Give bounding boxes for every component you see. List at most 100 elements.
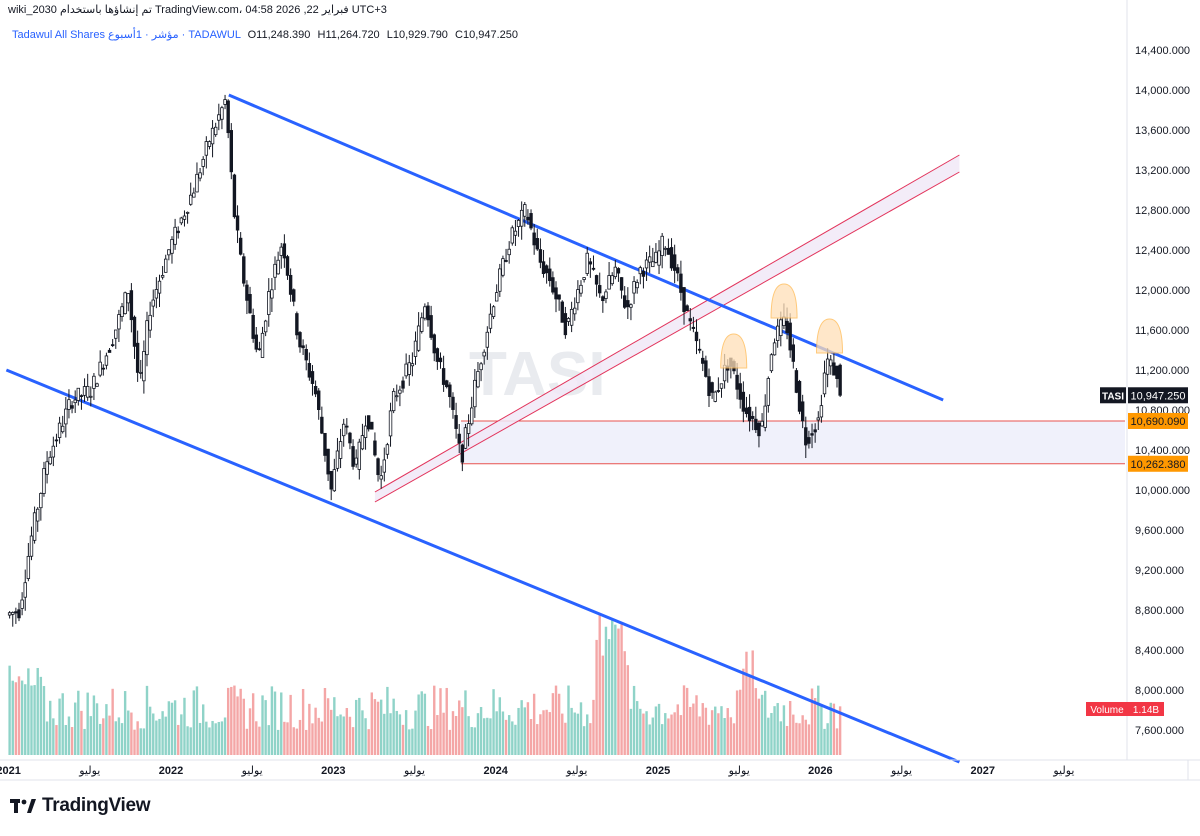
volume-bar [817,685,820,755]
volume-value-tag [1128,702,1164,716]
candle-body [588,261,593,265]
volume-label-text: Volume [1090,705,1124,716]
candle-body [366,415,371,430]
volume-bar [489,718,492,755]
volume-bar [570,707,573,755]
candle-body [251,314,255,339]
volume-bar [408,729,411,755]
volume-bar [317,717,320,755]
candle-body [576,289,580,304]
volume-bar [276,729,280,755]
candle-body [401,380,405,389]
volume-bar [330,709,333,755]
volume-bar [411,728,414,755]
candle-body [301,345,305,349]
candle-body [226,100,230,134]
candle-body [619,277,624,291]
candle-body [738,383,742,400]
volume-bar [670,714,673,755]
volume-bar [148,706,152,755]
candle-body [160,275,165,278]
volume-bar [442,712,445,755]
volume-bar [120,723,124,755]
volume-bar [173,700,177,755]
candle-body [751,415,755,419]
candle-body [591,267,596,270]
candle-body [772,342,777,356]
candle-body [64,408,68,425]
footer-brand: TradingView [10,795,151,816]
y-tick-label: 8,000.000 [1135,685,1184,697]
y-tick-label: 9,200.000 [1135,565,1184,577]
candle-body [270,289,274,299]
candle-body [245,284,249,301]
trendline-lower-descending [5,368,960,764]
volume-bar [523,707,526,755]
volume-bar [461,707,464,755]
candle-body [360,435,365,450]
volume-bar [642,713,645,755]
volume-bar [829,702,832,755]
volume-bar [589,723,592,755]
candle-body [11,612,15,615]
volume-bar [42,686,46,755]
y-tick-label: 12,000.000 [1135,285,1190,297]
candle-body [676,267,680,274]
volume-bar [801,715,804,755]
zone-top-tag [1128,412,1188,429]
candle-body [263,320,268,333]
volume-bar [529,719,533,755]
volume-bar [436,715,439,755]
info-line: wiki_2030 تم إنشاؤها باستخدام TradingVie… [8,4,387,16]
candle-body [654,251,658,263]
candle-body [182,215,187,220]
x-tick-label: 2024 [483,765,508,777]
volume-bar [248,708,252,755]
volume-bar [55,725,58,755]
candle-body [797,381,802,412]
y-tick-label: 13,200.000 [1135,165,1190,177]
candle-body [551,277,555,293]
candle-body [573,307,577,315]
volume-bar [167,701,171,755]
volume-bar [742,668,745,755]
candle-body [548,268,552,282]
candle-body [242,256,246,284]
candle-body [398,389,402,394]
volume-bar [361,710,364,755]
candle-body [51,445,56,458]
volume-bar [177,724,180,755]
volume-bar [367,729,370,755]
candle-body [510,227,514,244]
volume-bar [813,698,817,755]
volume-bar [788,700,792,755]
candle-body [832,362,836,376]
volume-bar [208,727,211,755]
volume-bar [773,706,776,755]
candle-body [775,325,780,341]
candle-body [598,285,602,294]
volume-bar [89,716,93,755]
volume-bar [245,728,249,755]
candle-body [295,313,299,336]
candle-body [36,508,40,522]
zone-bottom-tag [1128,455,1188,472]
volume-bar [495,711,498,755]
rising-channel-lower [374,171,960,503]
candle-body [285,256,290,276]
volume-bar [451,711,455,755]
ohlc-low-value: 10,929.790 [392,29,448,41]
y-tick-label: 13,600.000 [1135,125,1190,137]
volume-bar [286,722,289,755]
volume-bar [820,705,823,755]
volume-bar [52,718,55,755]
volume-bar [785,725,789,755]
candle-body [766,378,771,406]
candle-body [323,432,327,456]
volume-bar [679,715,683,755]
candle-body [504,260,508,262]
volume-bar [676,704,679,755]
candle-body [535,238,539,250]
symbol-title[interactable]: Tadawul All Shares مؤشر · 1أسبوع · TADAW… [12,29,241,41]
